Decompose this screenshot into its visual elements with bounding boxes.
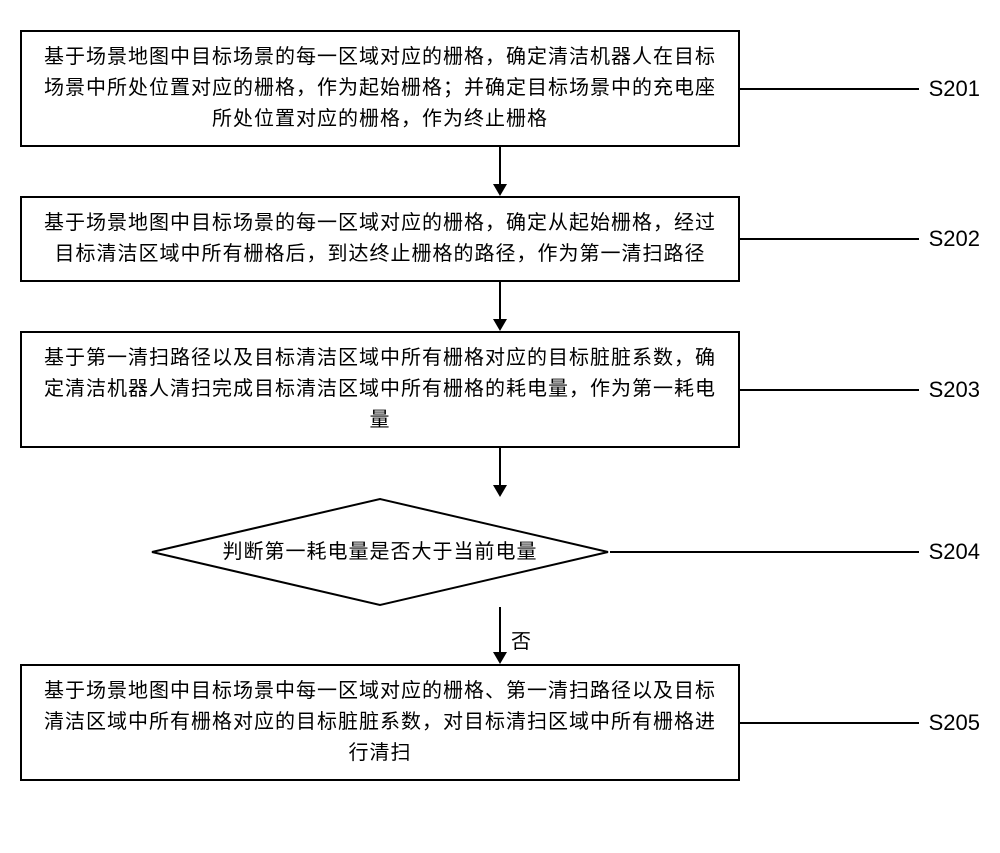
process-box-s201: 基于场景地图中目标场景的每一区域对应的栅格，确定清洁机器人在目标场景中所处位置对… [20, 30, 740, 147]
hline [740, 389, 919, 391]
label-connector-s203: S203 [740, 377, 980, 403]
vline [499, 448, 501, 486]
connector-s201-s202 [493, 147, 507, 196]
label-connector-s204: S204 [610, 539, 980, 565]
step-row-s205: 基于场景地图中目标场景中每一区域对应的栅格、第一清扫路径以及目标清洁区域中所有栅… [20, 664, 980, 781]
hline [740, 722, 919, 724]
process-box-s205: 基于场景地图中目标场景中每一区域对应的栅格、第一清扫路径以及目标清洁区域中所有栅… [20, 664, 740, 781]
vline [499, 147, 501, 185]
step-label: S202 [929, 226, 980, 252]
hline [740, 88, 919, 90]
connector-s203-s204 [493, 448, 507, 497]
step-row-s202: 基于场景地图中目标场景的每一区域对应的栅格，确定从起始栅格，经过目标清洁区域中所… [20, 196, 980, 282]
process-box-s203: 基于第一清扫路径以及目标清洁区域中所有栅格对应的目标脏脏系数，确定清洁机器人清扫… [20, 331, 740, 448]
process-text: 基于场景地图中目标场景的每一区域对应的栅格，确定清洁机器人在目标场景中所处位置对… [44, 46, 716, 130]
step-label: S203 [929, 377, 980, 403]
process-box-s202: 基于场景地图中目标场景的每一区域对应的栅格，确定从起始栅格，经过目标清洁区域中所… [20, 196, 740, 282]
label-connector-s201: S201 [740, 76, 980, 102]
step-row-s204: 判断第一耗电量是否大于当前电量 S204 [20, 497, 980, 607]
step-label: S201 [929, 76, 980, 102]
decision-diamond-s204: 判断第一耗电量是否大于当前电量 [150, 497, 610, 607]
connector-s202-s203 [493, 282, 507, 331]
arrowhead-icon [493, 485, 507, 497]
flowchart-root: 基于场景地图中目标场景的每一区域对应的栅格，确定清洁机器人在目标场景中所处位置对… [20, 30, 980, 781]
vline [499, 607, 501, 653]
process-text: 基于场景地图中目标场景中每一区域对应的栅格、第一清扫路径以及目标清洁区域中所有栅… [44, 680, 716, 764]
arrowhead-icon [493, 319, 507, 331]
connector-s204-s205: 否 [493, 607, 507, 664]
branch-label-no: 否 [511, 625, 531, 654]
arrowhead-icon [493, 652, 507, 664]
hline [740, 238, 919, 240]
hline [610, 551, 919, 553]
label-connector-s205: S205 [740, 710, 980, 736]
decision-text: 判断第一耗电量是否大于当前电量 [183, 538, 578, 566]
vline [499, 282, 501, 320]
process-text: 基于第一清扫路径以及目标清洁区域中所有栅格对应的目标脏脏系数，确定清洁机器人清扫… [44, 347, 716, 431]
step-label: S204 [929, 539, 980, 565]
arrowhead-icon [493, 184, 507, 196]
step-label: S205 [929, 710, 980, 736]
step-row-s203: 基于第一清扫路径以及目标清洁区域中所有栅格对应的目标脏脏系数，确定清洁机器人清扫… [20, 331, 980, 448]
step-row-s201: 基于场景地图中目标场景的每一区域对应的栅格，确定清洁机器人在目标场景中所处位置对… [20, 30, 980, 147]
process-text: 基于场景地图中目标场景的每一区域对应的栅格，确定从起始栅格，经过目标清洁区域中所… [44, 212, 716, 265]
label-connector-s202: S202 [740, 226, 980, 252]
